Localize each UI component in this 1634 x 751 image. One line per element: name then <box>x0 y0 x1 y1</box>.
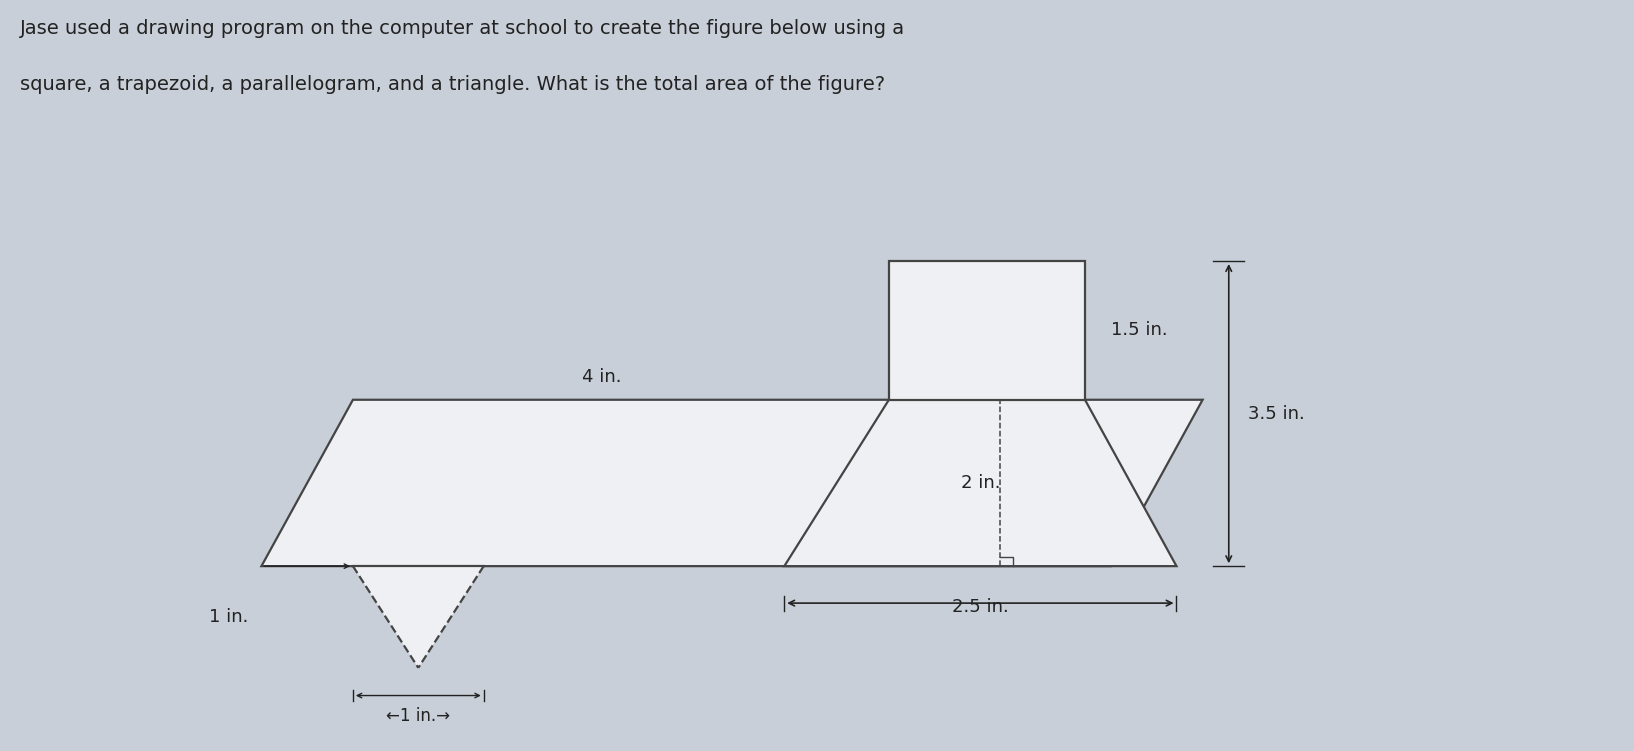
Polygon shape <box>784 400 1176 566</box>
Text: 4 in.: 4 in. <box>582 368 621 386</box>
Polygon shape <box>353 566 484 668</box>
Text: ←1 in.→: ←1 in.→ <box>386 707 451 725</box>
Polygon shape <box>261 400 1203 566</box>
Text: Jase used a drawing program on the computer at school to create the figure below: Jase used a drawing program on the compu… <box>20 19 905 38</box>
Text: 1.5 in.: 1.5 in. <box>1111 321 1168 339</box>
Text: square, a trapezoid, a parallelogram, and a triangle. What is the total area of : square, a trapezoid, a parallelogram, an… <box>20 75 884 94</box>
Polygon shape <box>889 261 1085 400</box>
Text: 3.5 in.: 3.5 in. <box>1248 405 1306 423</box>
Text: 2.5 in.: 2.5 in. <box>953 599 1008 617</box>
Text: 1 in.: 1 in. <box>209 608 248 626</box>
Text: 2 in.: 2 in. <box>961 474 1000 492</box>
